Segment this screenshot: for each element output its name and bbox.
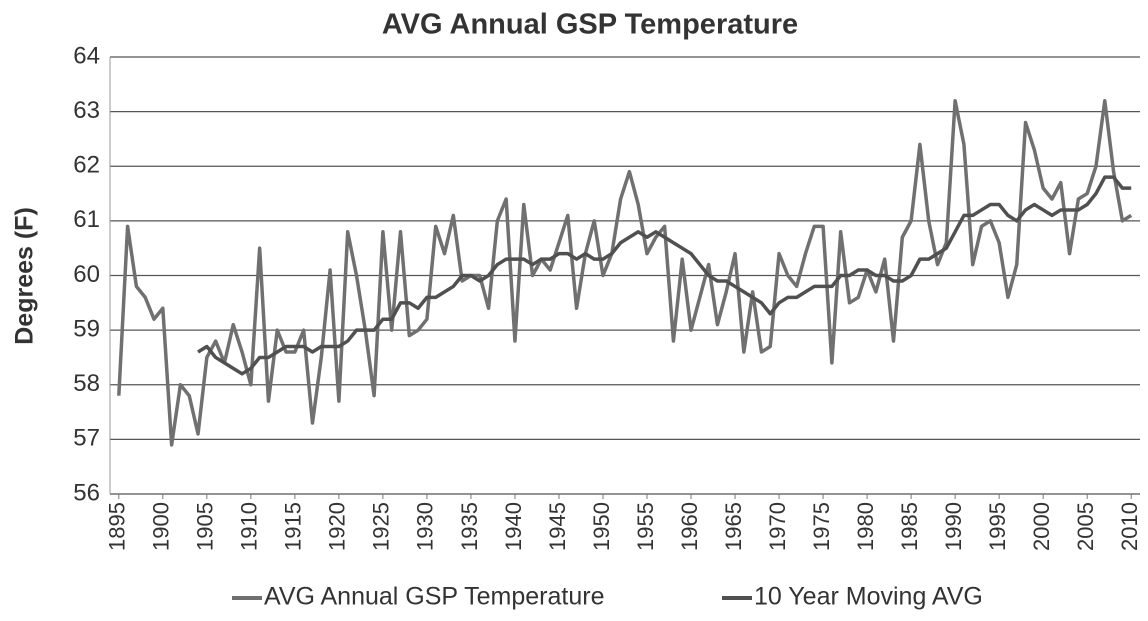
y-tick-label: 58 (73, 370, 100, 397)
series-line (197, 175, 1132, 376)
x-tick-label: 2010 (1117, 502, 1142, 551)
x-tick-label: 1910 (237, 502, 262, 551)
y-tick-label: 57 (73, 425, 100, 452)
x-tick-label: 1925 (369, 502, 394, 551)
y-tick-label: 64 (73, 42, 100, 69)
x-tick-label: 1980 (853, 502, 878, 551)
x-tick-label: 1990 (941, 502, 966, 551)
x-tick-label: 1905 (193, 502, 218, 551)
x-tick-label: 1945 (545, 502, 570, 551)
x-tick-label: 1935 (457, 502, 482, 551)
x-tick-label: 2005 (1073, 502, 1098, 551)
legend-label: AVG Annual GSP Temperature (264, 583, 604, 611)
x-tick-label: 1985 (897, 502, 922, 551)
y-tick-label: 61 (73, 206, 100, 233)
x-tick-label: 1950 (589, 502, 614, 551)
series-line (117, 98, 1133, 447)
y-axis-label: Degrees (F) (11, 207, 39, 345)
x-tick-label: 1995 (985, 502, 1010, 551)
legend-label: 10 Year Moving AVG (754, 583, 983, 611)
x-tick-label: 1965 (721, 502, 746, 551)
y-tick-label: 62 (73, 152, 100, 179)
x-tick-label: 1960 (677, 502, 702, 551)
x-tick-label: 1900 (149, 502, 174, 551)
x-tick-label: 2000 (1029, 502, 1054, 551)
y-tick-label: 63 (73, 97, 100, 124)
x-tick-label: 1955 (633, 502, 658, 551)
x-tick-label: 1915 (281, 502, 306, 551)
y-tick-label: 59 (73, 315, 100, 342)
y-tick-label: 60 (73, 261, 100, 288)
chart-title: AVG Annual GSP Temperature (382, 9, 798, 41)
y-tick-label: 56 (73, 479, 100, 506)
x-tick-label: 1895 (105, 502, 130, 551)
x-tick-label: 1930 (413, 502, 438, 551)
x-tick-label: 1920 (325, 502, 350, 551)
x-tick-label: 1940 (501, 502, 526, 551)
x-tick-label: 1975 (809, 502, 834, 551)
x-tick-label: 1970 (765, 502, 790, 551)
